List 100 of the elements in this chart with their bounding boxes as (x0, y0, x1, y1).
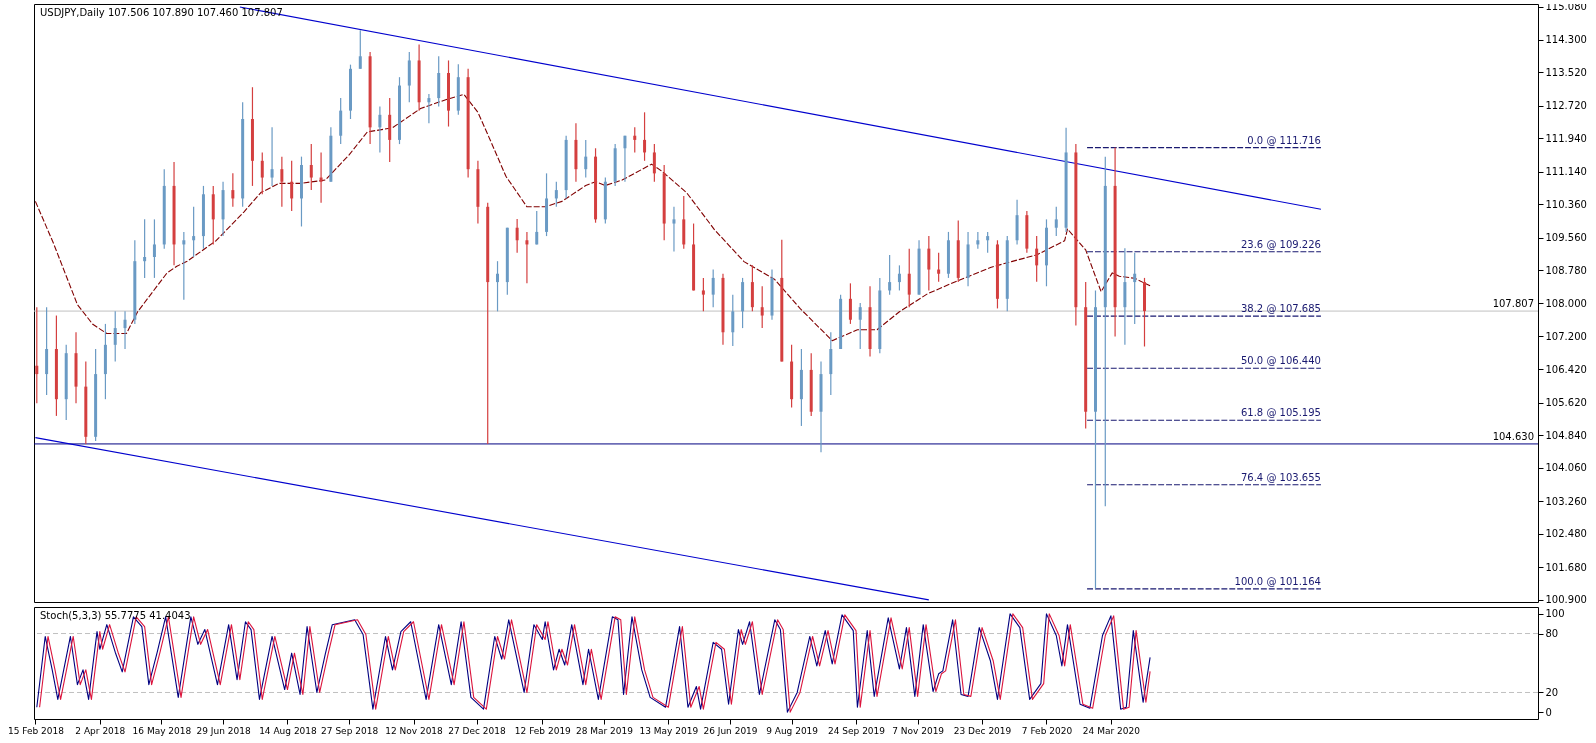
x-tick-label: 9 Aug 2019 (766, 725, 819, 736)
candlestick (888, 254, 892, 296)
candlestick (672, 206, 676, 253)
candlestick (1054, 206, 1058, 237)
x-tick-label: 26 Jun 2019 (703, 725, 758, 736)
candlestick (760, 285, 764, 329)
ref-line-label: 104.630 (1492, 430, 1534, 442)
candlestick (927, 235, 931, 292)
y-tick-label: 108.000 (1545, 297, 1587, 309)
series-label: 38.2 @ 107.685 (1240, 303, 1321, 315)
candlestick (731, 294, 735, 347)
x-tick-label: 7 Feb 2020 (1021, 725, 1073, 736)
y-tick-label: 80 (1545, 628, 1559, 640)
candlestick (643, 111, 647, 162)
candlestick (113, 310, 117, 363)
candlestick (525, 231, 529, 284)
series-label: 100.0 @ 101.164 (1234, 575, 1321, 587)
y-tick-label: 108.780 (1545, 264, 1587, 276)
candlestick (447, 59, 451, 128)
y-tick-label: 113.520 (1545, 66, 1587, 78)
candlestick (280, 156, 284, 208)
y-tick-label: 105.620 (1545, 397, 1587, 409)
candlestick (554, 181, 558, 208)
candlestick (711, 268, 715, 308)
candlestick (1133, 252, 1137, 325)
candlestick (535, 210, 539, 246)
candlestick (231, 172, 235, 208)
series-label: 61.8 @ 105.195 (1240, 407, 1321, 419)
candlestick (584, 139, 588, 179)
y-tick-label: 101.680 (1545, 561, 1587, 573)
candlestick (35, 306, 39, 404)
candlestick (319, 151, 323, 204)
y-tick-label: 103.260 (1545, 495, 1587, 507)
x-tick-label: 27 Dec 2018 (448, 725, 507, 736)
x-tick-label: 23 Dec 2019 (953, 725, 1012, 736)
x-tick-label: 2 Apr 2018 (75, 725, 126, 736)
series-label: 23.6 @ 109.226 (1240, 238, 1321, 250)
candlestick (1035, 235, 1039, 283)
y-tick-label: 111.940 (1545, 132, 1587, 144)
x-tick-label: 14 Aug 2018 (259, 725, 318, 736)
candlestick (182, 231, 186, 301)
ref-line-label: 107.807 (1492, 298, 1534, 310)
y-tick-label: 109.560 (1545, 232, 1587, 244)
x-tick-label: 7 Nov 2019 (892, 725, 945, 736)
candlestick (907, 248, 911, 308)
series-label: 76.4 @ 103.655 (1240, 471, 1321, 483)
candlestick (986, 231, 990, 254)
candlestick (1143, 277, 1146, 348)
x-tick-label: 24 Mar 2020 (1082, 725, 1141, 736)
x-tick-label: 28 Mar 2019 (575, 725, 634, 736)
x-tick-label: 13 May 2019 (639, 725, 699, 736)
y-tick-label: 104.060 (1545, 462, 1587, 474)
x-tick-label: 15 Feb 2018 (7, 725, 65, 736)
series-label: 0.0 @ 111.716 (1247, 134, 1321, 146)
y-tick-label: 104.840 (1545, 429, 1587, 441)
y-tick-label: 106.420 (1545, 363, 1587, 375)
candlestick (378, 105, 382, 154)
y-tick-label: 110.360 (1545, 198, 1587, 210)
candlestick (260, 151, 264, 195)
y-tick-label: 20 (1545, 686, 1559, 698)
chart-title: Stoch(5,3,3) 55.7775 41.4043 (40, 610, 191, 621)
candlestick (358, 29, 362, 70)
candlestick (633, 126, 637, 154)
y-tick-label: 114.300 (1545, 34, 1587, 46)
candlestick (1093, 289, 1097, 590)
candlestick (270, 126, 274, 187)
candlestick (976, 231, 980, 250)
candlestick (937, 252, 941, 283)
x-tick-label: 16 May 2018 (132, 725, 192, 736)
y-tick-label: 112.720 (1545, 100, 1587, 112)
candlestick (496, 260, 500, 312)
candlestick (858, 302, 862, 350)
candlestick (143, 218, 147, 279)
y-tick-label: 0 (1545, 706, 1552, 718)
candlestick (398, 76, 401, 145)
series-label: 50.0 @ 106.440 (1240, 355, 1321, 367)
candlestick (290, 160, 294, 212)
x-tick-label: 27 Sep 2018 (321, 725, 379, 736)
x-tick-label: 12 Nov 2018 (385, 725, 444, 736)
candlestick (515, 218, 519, 254)
y-tick-label: 111.140 (1545, 166, 1587, 178)
candlestick (652, 143, 656, 183)
candlestick (623, 135, 627, 183)
candlestick (123, 310, 127, 350)
x-tick-label: 29 Jun 2018 (196, 725, 251, 736)
y-tick-label: 102.480 (1545, 528, 1587, 540)
y-tick-label: 100.900 (1545, 594, 1587, 606)
candlestick (897, 264, 901, 292)
candlestick (192, 206, 196, 258)
candlestick (848, 282, 852, 325)
candlestick (152, 218, 156, 279)
y-tick-label: 107.200 (1545, 330, 1587, 342)
line-series (34, 93, 1151, 342)
x-tick-label: 24 Sep 2019 (828, 725, 886, 736)
candlestick (348, 64, 352, 120)
candlestick (701, 277, 705, 312)
y-tick-label: 100 (1545, 608, 1565, 620)
candlestick (427, 93, 431, 124)
candlestick (309, 143, 313, 191)
x-tick-label: 12 Feb 2019 (514, 725, 572, 736)
